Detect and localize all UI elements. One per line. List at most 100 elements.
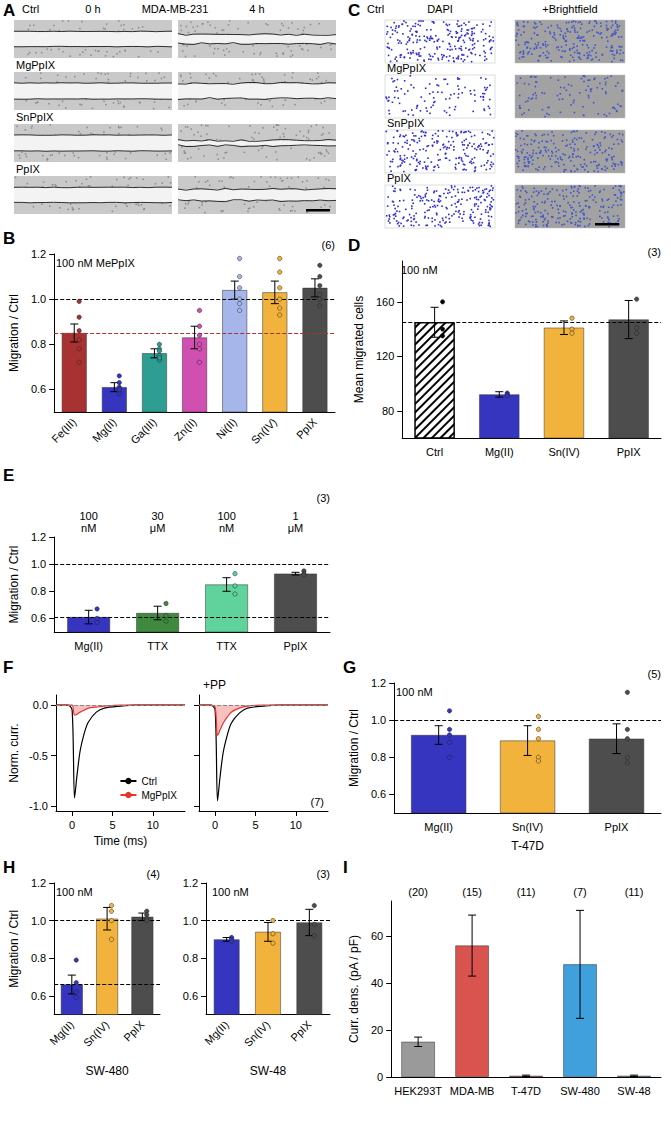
svg-text:SnPpIX: SnPpIX xyxy=(387,117,425,129)
svg-text:0.0: 0.0 xyxy=(33,699,48,711)
svg-text:TTX: TTX xyxy=(216,640,237,652)
svg-text:5: 5 xyxy=(252,819,258,831)
svg-text:Sn(IV): Sn(IV) xyxy=(249,416,280,447)
svg-text:0.8: 0.8 xyxy=(31,952,46,964)
svg-text:0.6: 0.6 xyxy=(183,990,198,1002)
svg-text:Ctrl: Ctrl xyxy=(426,446,443,458)
svg-text:0 h: 0 h xyxy=(85,3,100,15)
svg-text:(5): (5) xyxy=(648,668,661,680)
svg-text:(7): (7) xyxy=(573,886,586,898)
svg-text:10: 10 xyxy=(290,819,302,831)
svg-text:(15): (15) xyxy=(462,886,482,898)
svg-text:1.2: 1.2 xyxy=(31,248,46,260)
svg-text:Sn(IV): Sn(IV) xyxy=(242,1018,273,1049)
svg-text:Mg(II): Mg(II) xyxy=(90,416,119,445)
svg-text:Migration / Ctrl: Migration / Ctrl xyxy=(347,709,361,787)
svg-text:100 nM: 100 nM xyxy=(396,686,433,698)
svg-text:Time (ms): Time (ms) xyxy=(94,834,148,848)
svg-text:100 nM MePpIX: 100 nM MePpIX xyxy=(56,257,136,269)
svg-text:D: D xyxy=(348,236,360,255)
svg-text:(3): (3) xyxy=(317,868,330,880)
svg-text:DAPI: DAPI xyxy=(427,3,453,15)
svg-text:PpIX: PpIX xyxy=(294,415,320,441)
svg-text:100 nM: 100 nM xyxy=(56,886,93,898)
svg-text:B: B xyxy=(3,229,15,248)
svg-text:0.8: 0.8 xyxy=(183,952,198,964)
svg-text:0.6: 0.6 xyxy=(31,383,46,395)
svg-text:G: G xyxy=(343,658,356,677)
svg-text:PpIX: PpIX xyxy=(387,172,412,184)
svg-text:PpIX: PpIX xyxy=(288,1018,314,1044)
svg-text:Migration / Ctrl: Migration / Ctrl xyxy=(7,545,21,623)
svg-text:SW-480: SW-480 xyxy=(560,1085,600,1097)
svg-text:Fe(III): Fe(III) xyxy=(49,416,78,445)
svg-text:nM: nM xyxy=(81,522,96,534)
svg-text:μM: μM xyxy=(288,522,304,534)
svg-text:100 nM: 100 nM xyxy=(212,886,249,898)
svg-text:SW-48: SW-48 xyxy=(250,1064,287,1078)
svg-text:Curr. dens. (pA / pF): Curr. dens. (pA / pF) xyxy=(347,935,361,1043)
svg-text:Ni(II): Ni(II) xyxy=(214,416,239,441)
svg-text:100: 100 xyxy=(217,510,235,522)
svg-text:(20): (20) xyxy=(408,886,428,898)
svg-text:Ctrl: Ctrl xyxy=(22,3,39,15)
svg-text:Mg(II): Mg(II) xyxy=(74,640,103,652)
svg-text:nM: nM xyxy=(219,522,234,534)
svg-text:MDA-MB-231: MDA-MB-231 xyxy=(142,3,209,15)
svg-text:SW-48: SW-48 xyxy=(617,1085,650,1097)
svg-text:0.6: 0.6 xyxy=(371,788,386,800)
svg-text:0: 0 xyxy=(69,819,75,831)
svg-text:Mg(II): Mg(II) xyxy=(424,821,453,833)
svg-text:0.8: 0.8 xyxy=(371,751,386,763)
svg-text:100 nM: 100 nM xyxy=(401,264,438,276)
svg-text:Mg(II): Mg(II) xyxy=(47,1018,76,1047)
svg-text:1.2: 1.2 xyxy=(31,877,46,889)
svg-text:0: 0 xyxy=(212,819,218,831)
svg-text:Norm. curr.: Norm. curr. xyxy=(7,723,21,782)
svg-text:10: 10 xyxy=(147,819,159,831)
svg-text:(3): (3) xyxy=(648,246,661,258)
svg-text:(7): (7) xyxy=(311,796,324,808)
svg-text:4 h: 4 h xyxy=(249,3,264,15)
svg-text:1.0: 1.0 xyxy=(31,293,46,305)
svg-text:1.0: 1.0 xyxy=(183,915,198,927)
svg-text:1.0: 1.0 xyxy=(31,915,46,927)
svg-text:Sn(IV): Sn(IV) xyxy=(512,821,543,833)
svg-text:PpIX: PpIX xyxy=(121,1018,147,1044)
svg-text:Zn(II): Zn(II) xyxy=(172,416,199,443)
svg-text:1: 1 xyxy=(292,510,298,522)
svg-text:160: 160 xyxy=(376,296,394,308)
svg-text:+PP: +PP xyxy=(203,678,226,692)
svg-text:1.0: 1.0 xyxy=(371,714,386,726)
svg-text:30: 30 xyxy=(151,510,163,522)
svg-text:T-47D: T-47D xyxy=(511,1085,541,1097)
svg-text:Mg(II): Mg(II) xyxy=(485,446,514,458)
svg-text:(11): (11) xyxy=(517,886,536,898)
svg-text:Ctrl: Ctrl xyxy=(367,3,384,15)
svg-text:Mean migrated cells: Mean migrated cells xyxy=(352,296,366,403)
svg-text:0.8: 0.8 xyxy=(31,585,46,597)
svg-text:μM: μM xyxy=(150,522,166,534)
svg-text:I: I xyxy=(343,858,348,877)
svg-text:SnPpIX: SnPpIX xyxy=(16,111,54,123)
svg-text:(4): (4) xyxy=(147,868,160,880)
svg-text:0.6: 0.6 xyxy=(31,612,46,624)
svg-text:TTX: TTX xyxy=(147,640,168,652)
svg-text:T-47D: T-47D xyxy=(511,839,544,853)
svg-text:PpIX: PpIX xyxy=(605,821,630,833)
svg-text:0.8: 0.8 xyxy=(31,338,46,350)
svg-text:Ctrl: Ctrl xyxy=(141,776,157,787)
svg-text:20: 20 xyxy=(371,1024,383,1036)
svg-text:1.2: 1.2 xyxy=(183,877,198,889)
svg-text:1.0: 1.0 xyxy=(31,558,46,570)
svg-text:40: 40 xyxy=(371,977,383,989)
svg-text:1.2: 1.2 xyxy=(371,677,386,689)
svg-text:100: 100 xyxy=(79,510,97,522)
svg-text:-1.0: -1.0 xyxy=(29,800,48,812)
svg-text:C: C xyxy=(348,1,360,20)
svg-text:PpIX: PpIX xyxy=(284,640,309,652)
svg-text:MgPpIX: MgPpIX xyxy=(141,790,177,801)
svg-text:-0.5: -0.5 xyxy=(29,750,48,762)
svg-text:E: E xyxy=(3,466,14,485)
svg-text:Sn(IV): Sn(IV) xyxy=(548,446,579,458)
